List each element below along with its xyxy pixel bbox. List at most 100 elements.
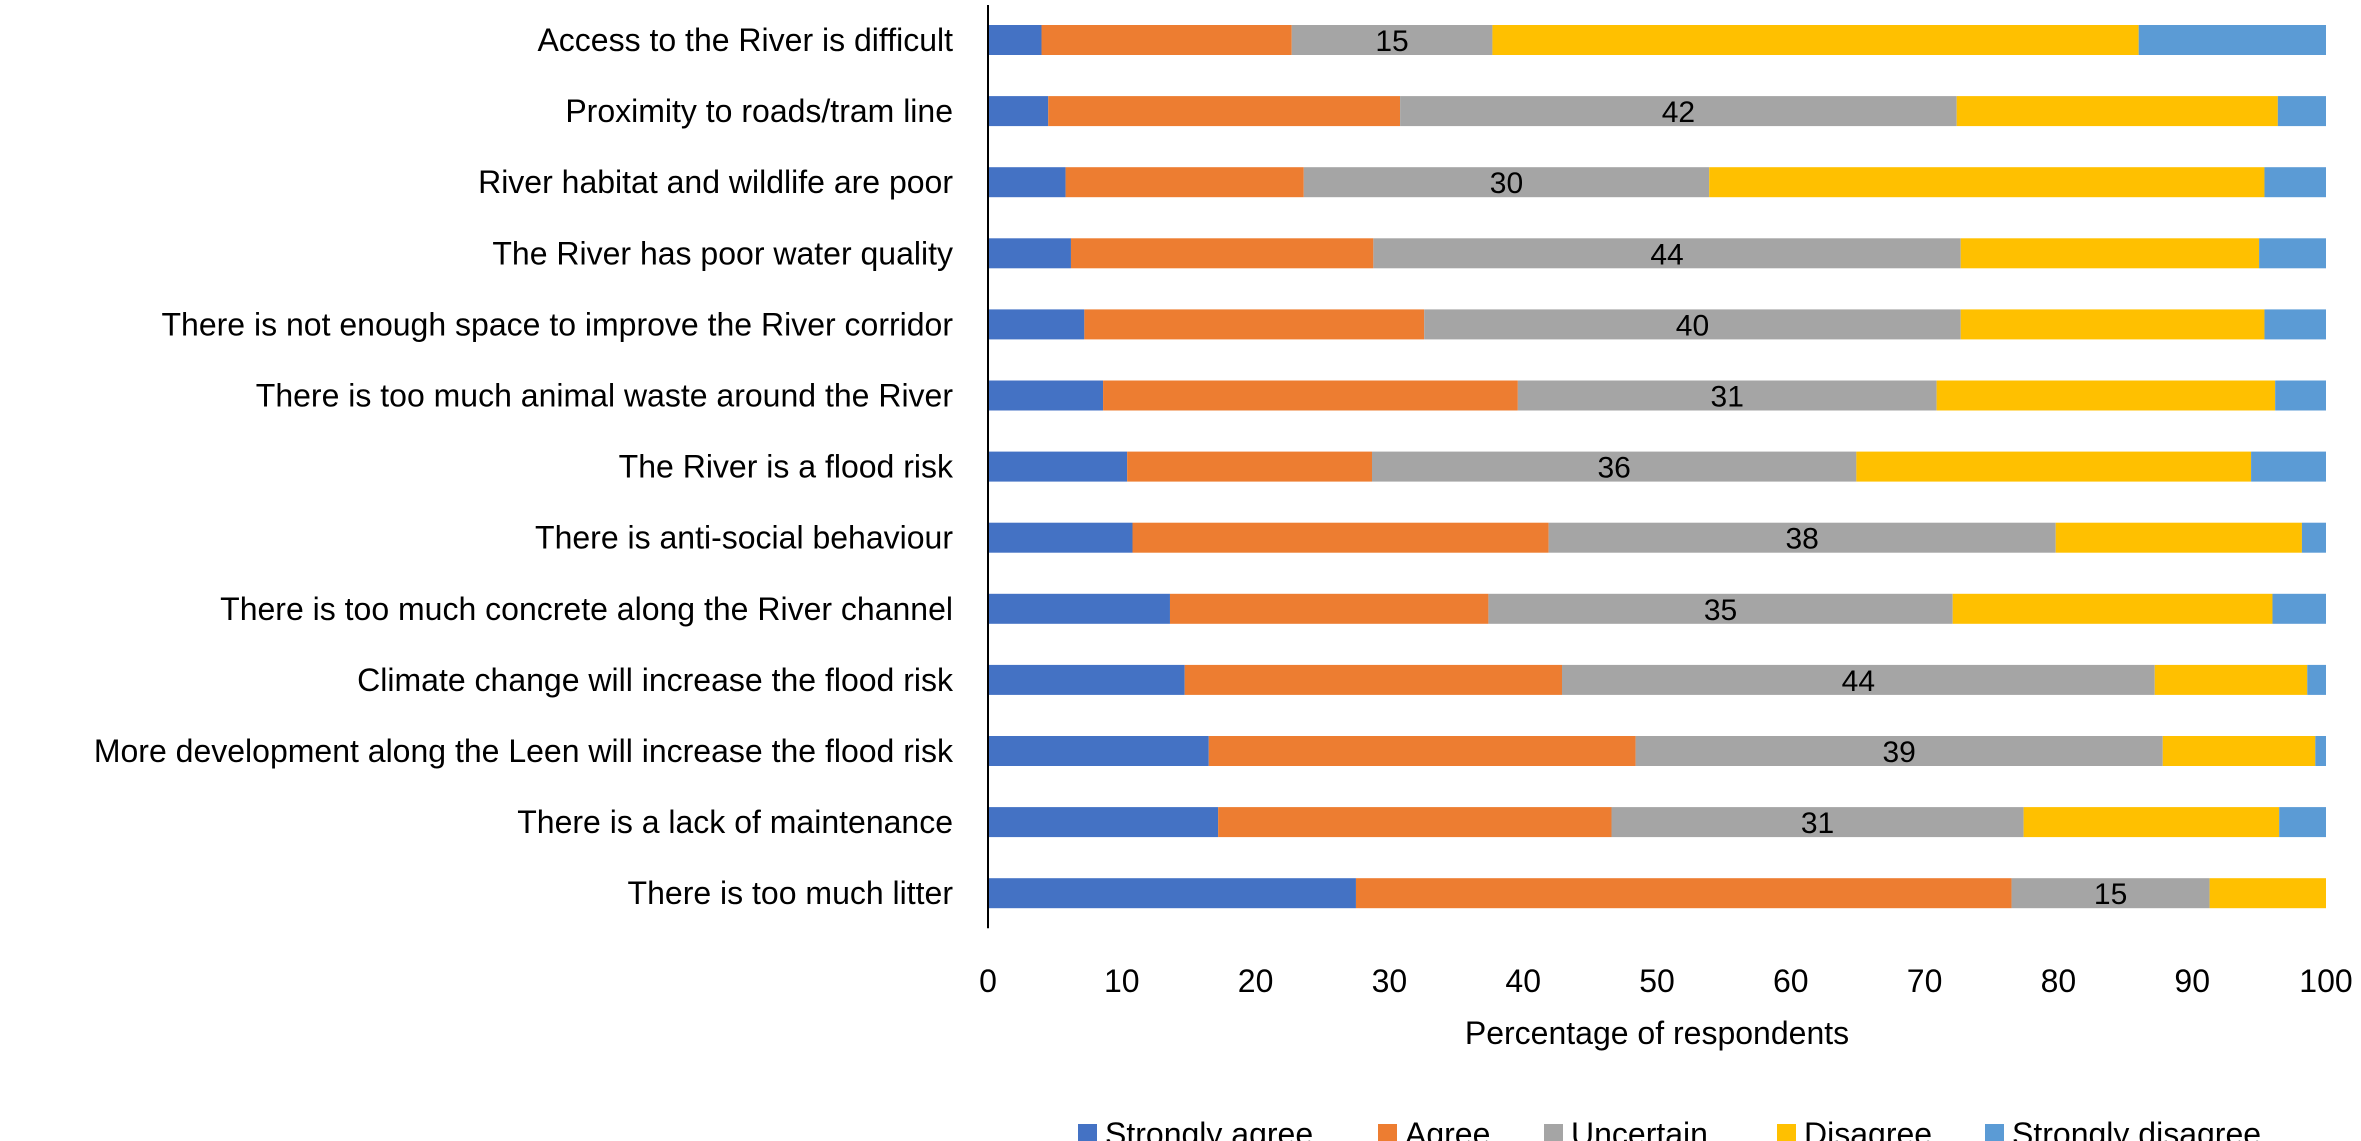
data-label: 40 [1676, 309, 1709, 342]
data-label: 30 [1490, 167, 1523, 200]
bar-segment-uncertain [1488, 593, 1953, 624]
bar-segment-disagree [2023, 807, 2280, 838]
bar-segment-uncertain [1372, 451, 1857, 482]
bar-segment-uncertain [1548, 522, 2056, 553]
legend-label: Disagree [1804, 1116, 1932, 1141]
legend-item-strongly-agree: Strongly agree [1078, 1116, 1313, 1141]
bar-segment-strongly-disagree [2251, 451, 2326, 482]
bar-segment-agree [1132, 522, 1549, 553]
legend-swatch [1078, 1124, 1097, 1141]
data-label: 15 [1375, 25, 1408, 58]
bar-segment-uncertain [1400, 96, 1957, 127]
category-label: Proximity to roads/tram line [565, 93, 953, 129]
legend-swatch [1544, 1124, 1563, 1141]
data-labels-layer: 15 42 30 44 40 31 36 38 35 44 39 31 15 [1375, 25, 2127, 911]
x-tick-label: 90 [2174, 963, 2210, 999]
bar-segment-strongly-disagree [2307, 664, 2326, 695]
bar-segment-strongly-disagree [2315, 736, 2326, 766]
bar-segment-disagree [1936, 380, 2276, 411]
bar-segment-uncertain [1373, 238, 1961, 269]
bar-segment-disagree [2055, 522, 2302, 553]
legend: Strongly agree Agree Uncertain Disagree Stro… [1078, 1116, 2261, 1141]
data-label: 44 [1650, 238, 1683, 271]
bar-segment-agree [1127, 451, 1373, 482]
x-tick-labels-layer: 0 10 20 30 40 50 60 70 80 90 100 [979, 963, 2353, 999]
bar-segment-strongly-agree [988, 664, 1185, 695]
bar-segment-strongly-agree [988, 380, 1104, 411]
bar-segment-uncertain [1424, 309, 1961, 340]
bar-segment-uncertain [1517, 380, 1937, 411]
category-label: The River is a flood risk [619, 449, 954, 485]
legend-label: Strongly disagree [2012, 1116, 2261, 1141]
category-label: Access to the River is difficult [537, 22, 953, 58]
bar-segment-strongly-agree [988, 807, 1219, 838]
bar-segment-strongly-disagree [2138, 25, 2326, 55]
category-label: There is too much litter [628, 875, 954, 911]
bar-segment-agree [1041, 25, 1292, 55]
bars-layer [988, 25, 2326, 909]
legend-swatch [1985, 1124, 2004, 1141]
legend-item-uncertain: Uncertain [1544, 1116, 1708, 1141]
bar-segment-disagree [1492, 25, 2139, 55]
bar-segment-strongly-disagree [2264, 167, 2326, 198]
x-tick-label: 0 [979, 963, 997, 999]
bar-segment-strongly-disagree [2279, 807, 2326, 838]
bar-segment-uncertain [2011, 878, 2210, 909]
bar-segment-agree [1208, 736, 1636, 766]
data-label: 36 [1597, 452, 1630, 485]
bar-segment-strongly-agree [988, 593, 1170, 624]
bar-segment-uncertain [1291, 25, 1493, 55]
legend-item-agree: Agree [1378, 1116, 1490, 1141]
bar-segment-strongly-agree [988, 167, 1066, 198]
bar-segment-strongly-disagree [2259, 238, 2326, 269]
bar-segment-strongly-agree [988, 736, 1209, 766]
bar-segment-uncertain [1635, 736, 2163, 766]
bar-segment-agree [1070, 238, 1374, 269]
bar-segment-disagree [1856, 451, 2252, 482]
data-label: 15 [2094, 878, 2127, 911]
bar-segment-agree [1065, 167, 1304, 198]
legend-label: Agree [1405, 1116, 1490, 1141]
legend-swatch [1777, 1124, 1796, 1141]
x-tick-label: 10 [1104, 963, 1140, 999]
data-label: 39 [1882, 736, 1915, 769]
x-tick-label: 50 [1639, 963, 1675, 999]
bar-segment-disagree [1960, 309, 2265, 340]
bar-segment-disagree [1960, 238, 2260, 269]
legend-item-disagree: Disagree [1777, 1116, 1932, 1141]
data-label: 31 [1711, 381, 1744, 414]
category-label: The River has poor water quality [492, 235, 953, 271]
category-label: There is a lack of maintenance [517, 804, 953, 840]
data-label: 44 [1842, 665, 1875, 698]
category-labels-layer: Access to the River is difficult Proximit… [94, 22, 954, 911]
bar-segment-disagree [2162, 736, 2316, 766]
bar-segment-strongly-disagree [2275, 380, 2326, 411]
x-tick-label: 60 [1773, 963, 1809, 999]
bar-segment-strongly-agree [988, 238, 1071, 269]
bar-segment-disagree [1952, 593, 2273, 624]
bar-segment-agree [1084, 309, 1425, 340]
bar-segment-strongly-disagree [2272, 593, 2326, 624]
category-label: There is not enough space to improve the… [162, 306, 954, 342]
x-axis-title: Percentage of respondents [1465, 1015, 1849, 1051]
bar-segment-agree [1184, 664, 1563, 695]
bar-segment-strongly-agree [988, 522, 1133, 553]
x-tick-label: 40 [1505, 963, 1541, 999]
x-tick-label: 20 [1238, 963, 1274, 999]
bar-segment-disagree [1956, 96, 2278, 127]
data-label: 35 [1704, 594, 1737, 627]
data-label: 38 [1785, 523, 1818, 556]
bar-segment-strongly-disagree [2301, 522, 2326, 553]
bar-segment-agree [1169, 593, 1489, 624]
x-tick-label: 80 [2041, 963, 2077, 999]
bar-segment-agree [1103, 380, 1518, 411]
bar-segment-agree [1048, 96, 1401, 127]
category-label: There is anti-social behaviour [535, 520, 953, 556]
x-tick-label: 100 [2299, 963, 2352, 999]
bar-segment-agree [1355, 878, 2012, 909]
category-label: Climate change will increase the flood r… [357, 662, 954, 698]
legend-swatch [1378, 1124, 1397, 1141]
data-label: 31 [1801, 807, 1834, 840]
category-label: More development along the Leen will inc… [94, 733, 954, 769]
